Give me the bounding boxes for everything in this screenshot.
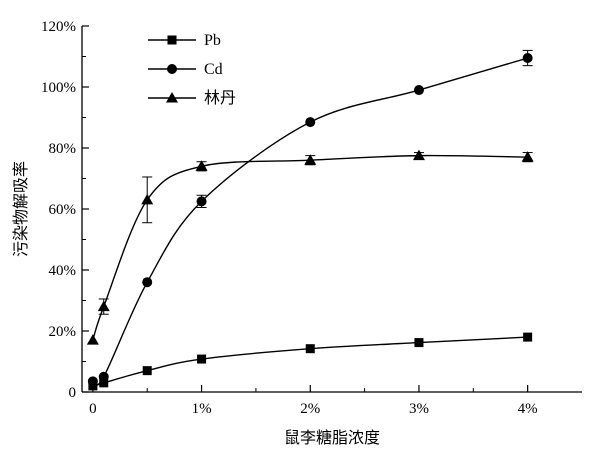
data-point: [414, 338, 424, 348]
y-axis-title: 污染物解吸率: [11, 161, 30, 257]
y-tick-label: 100%: [41, 80, 76, 96]
legend-marker: [167, 35, 177, 45]
y-tick-label: 80%: [49, 141, 77, 157]
legend-marker: [167, 64, 177, 74]
data-point: [142, 366, 152, 376]
legend-item: Pb: [148, 32, 221, 49]
y-tick-label: 60%: [49, 202, 77, 218]
legend-label: Pb: [204, 32, 221, 49]
data-point: [98, 371, 109, 382]
data-point: [413, 85, 424, 96]
axes: 0 20% 40% 60% 80% 100% 120% 0 1% 2% 3% 4%: [41, 19, 582, 417]
y-tick-label: 20%: [49, 324, 77, 340]
legend: Pb Cd 林丹: [148, 32, 236, 107]
data-point: [97, 300, 110, 312]
x-tick-label: 3%: [409, 401, 429, 417]
legend-label: 林丹: [204, 89, 236, 107]
data-point: [305, 117, 316, 128]
legend-item: Cd: [148, 61, 223, 78]
series-group: [86, 49, 534, 391]
y-tick-label: 40%: [49, 263, 77, 279]
data-point: [142, 277, 153, 288]
x-tick-label: 1%: [192, 401, 212, 417]
x-tick-label: 0: [89, 401, 97, 417]
data-point: [521, 151, 534, 162]
y-tick-label: 0: [69, 385, 77, 401]
data-point: [87, 376, 98, 387]
series-line: [92, 154, 528, 341]
data-point: [195, 160, 208, 171]
data-point: [196, 196, 207, 207]
series-1: [88, 332, 533, 391]
y-tick-label: 120%: [41, 19, 76, 35]
data-point: [141, 193, 154, 205]
data-point: [305, 344, 315, 354]
legend-marker: [166, 92, 178, 103]
data-point: [522, 53, 533, 64]
data-point: [523, 332, 533, 342]
data-point: [304, 154, 317, 165]
data-point: [197, 354, 207, 364]
data-point: [412, 149, 425, 161]
data-point: [99, 378, 109, 388]
x-tick-label: 4%: [518, 401, 538, 417]
series-3: [86, 149, 534, 345]
series-line: [92, 57, 528, 386]
x-tick-label: 2%: [300, 401, 320, 417]
legend-label: Cd: [204, 61, 223, 78]
x-axis-title: 鼠李糖脂浓度: [284, 428, 380, 447]
series-2: [87, 49, 533, 387]
data-point: [86, 334, 99, 345]
legend-item: 林丹: [148, 89, 236, 107]
